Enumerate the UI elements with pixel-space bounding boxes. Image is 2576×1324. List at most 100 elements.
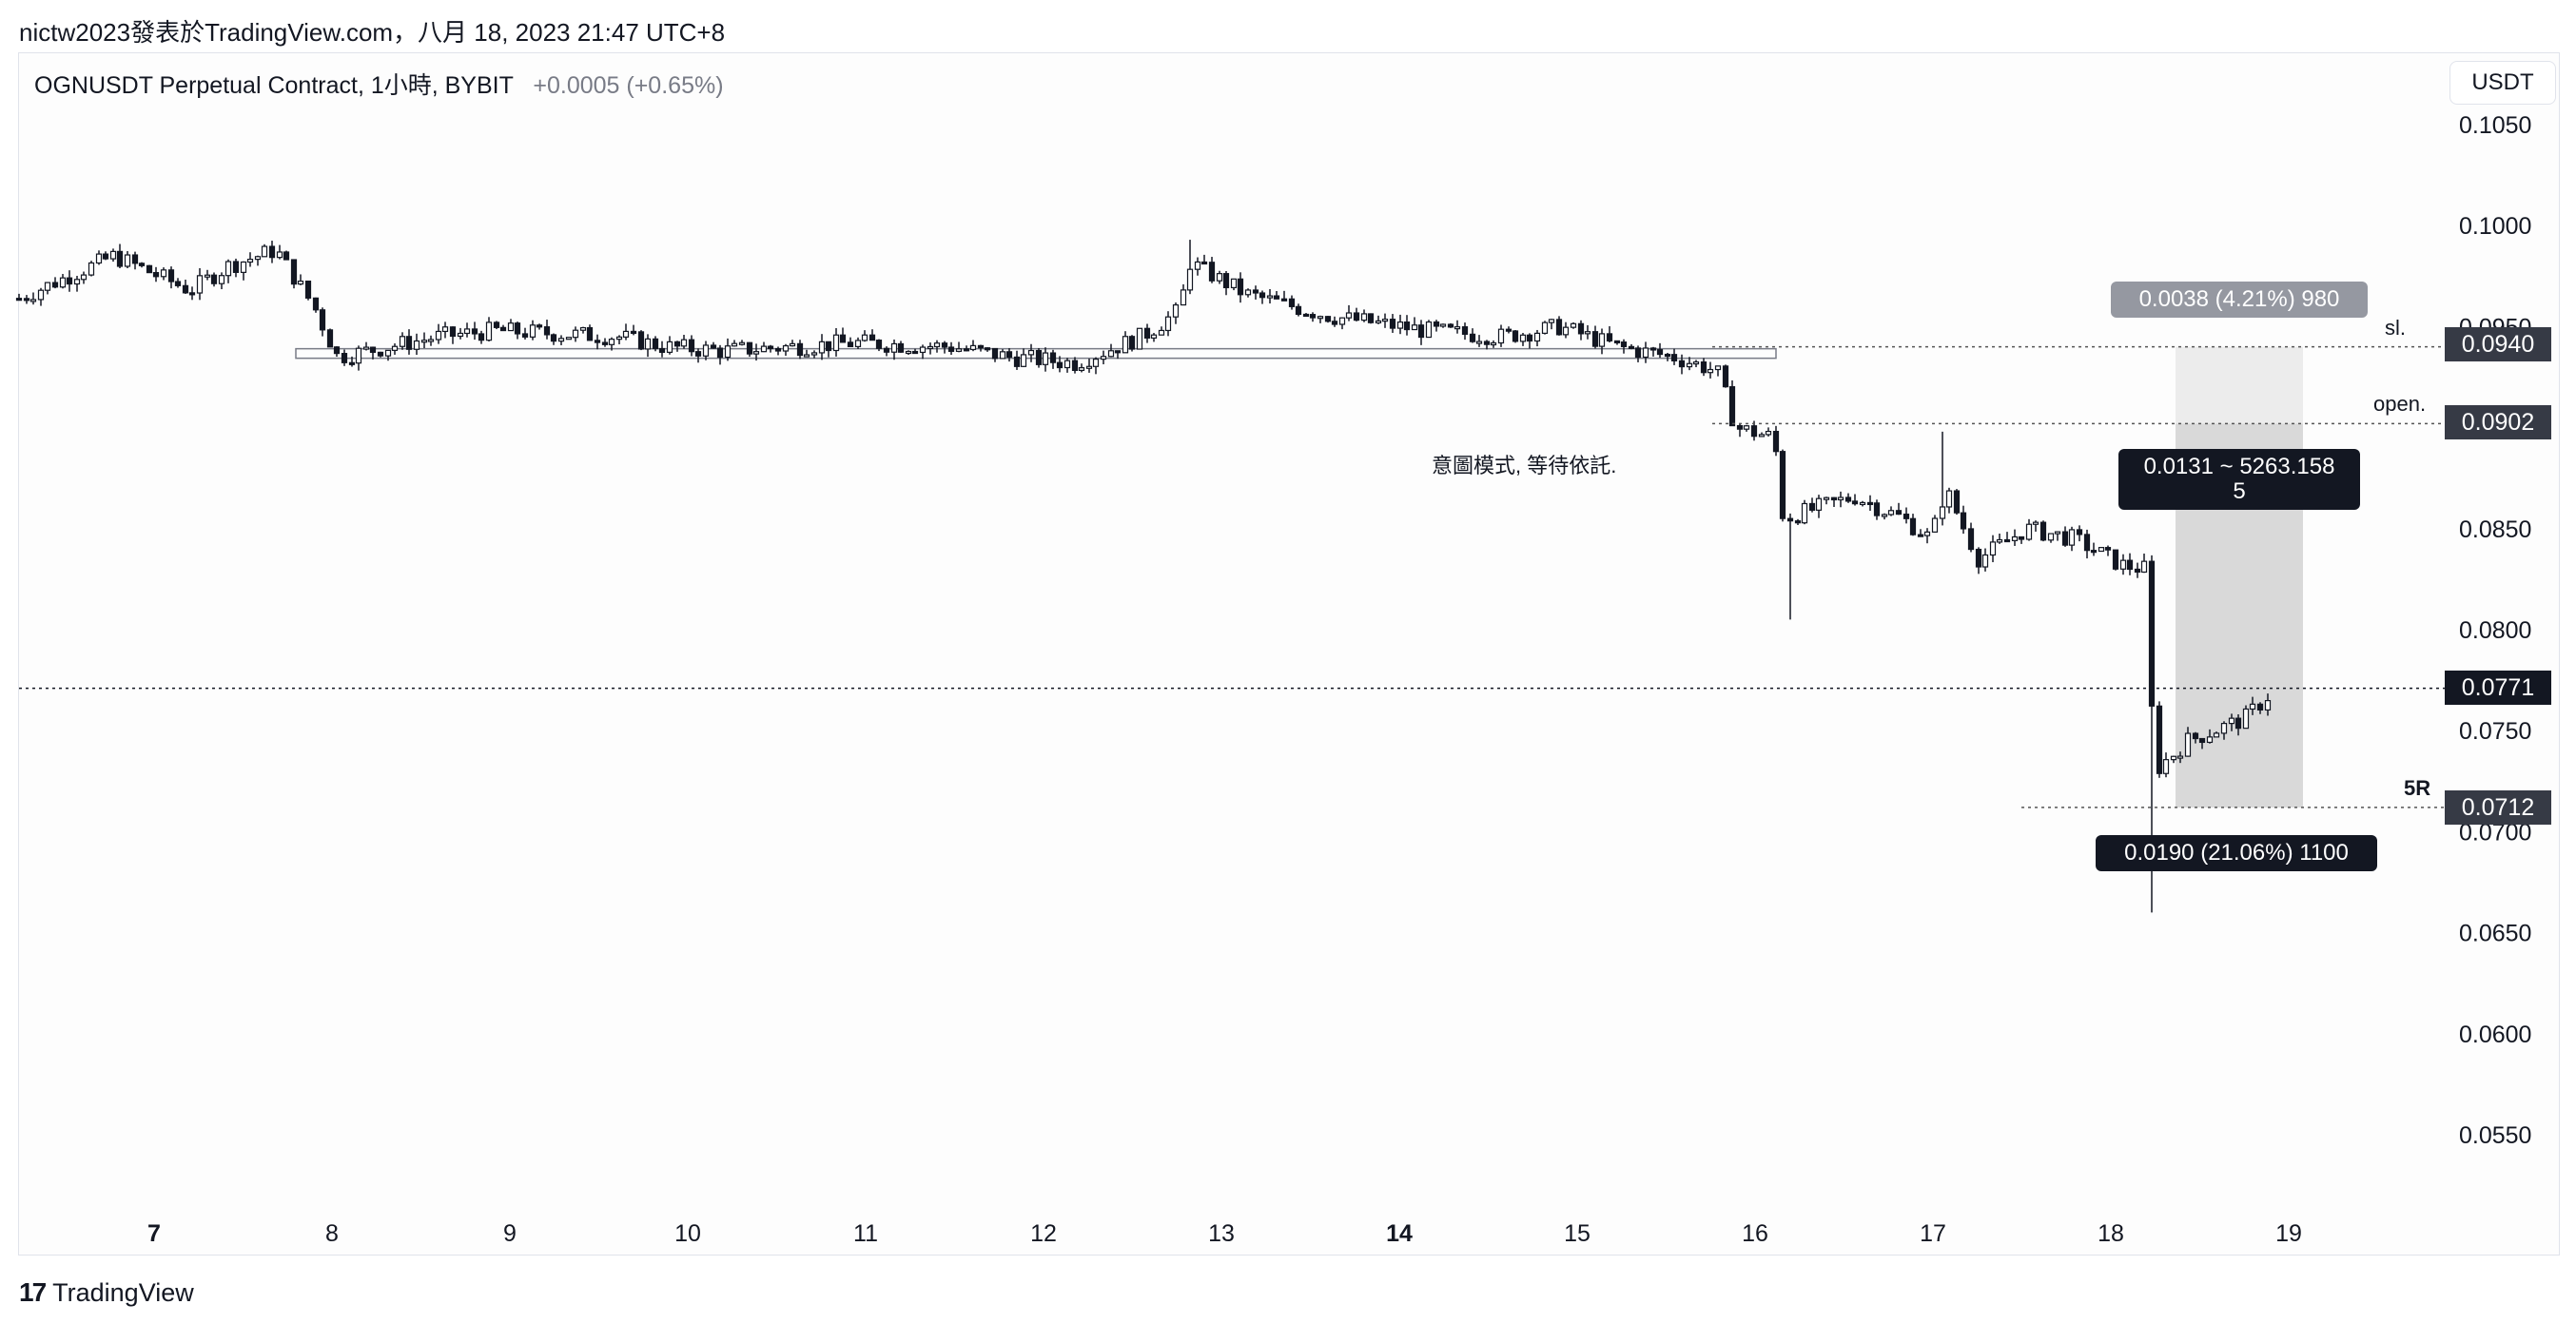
candle-body: [608, 339, 615, 345]
candle-body: [927, 345, 934, 350]
footer-brand-text: TradingView: [52, 1277, 194, 1307]
candle-body: [427, 339, 435, 342]
symbol-legend[interactable]: OGNUSDT Perpetual Contract, 1小時, BYBIT +…: [34, 67, 724, 101]
candle-body: [268, 245, 276, 259]
candle-body: [95, 253, 103, 264]
price-axis-label: 0.0550: [2459, 1122, 2531, 1149]
time-axis-label: 13: [1208, 1220, 1235, 1247]
candle-body: [1700, 360, 1708, 374]
current-price-tag: 0.0771: [2445, 671, 2551, 705]
candle-body: [485, 321, 493, 341]
candle-body: [59, 277, 67, 288]
candle-body: [1186, 268, 1194, 291]
candle-body: [919, 346, 927, 354]
candle-body: [1917, 534, 1924, 537]
candle-body: [23, 298, 30, 302]
symbol-title: OGNUSDT Perpetual Contract, 1小時, BYBIT: [34, 72, 514, 99]
candle-body: [1837, 496, 1844, 501]
candle-body: [1981, 554, 1989, 568]
candle-body: [1078, 367, 1085, 372]
footer-brand[interactable]: 17 TradingView: [19, 1277, 194, 1308]
candle-body: [2198, 737, 2206, 744]
candle-body: [810, 352, 818, 356]
candle-body: [1143, 327, 1151, 339]
candle-body: [1035, 349, 1043, 365]
candle-body: [88, 262, 95, 276]
candle-body: [977, 344, 985, 349]
chart-pane[interactable]: [18, 52, 2560, 1256]
candle-body: [1020, 354, 1027, 367]
candle-body: [283, 251, 290, 261]
candle-body: [2192, 732, 2199, 740]
candle-body: [2039, 521, 2047, 541]
candle-body: [2206, 736, 2214, 744]
candle-body: [2256, 703, 2264, 711]
candle-body: [2228, 717, 2235, 725]
chart-annotation[interactable]: 意圖模式, 等待依託.: [1432, 454, 1617, 477]
candle-body: [1309, 314, 1317, 319]
candle-body: [369, 346, 377, 353]
candle-body: [124, 254, 131, 267]
candle-body: [1200, 261, 1208, 265]
candle-body: [1909, 517, 1917, 535]
ratio-callout-line2: 5: [2233, 478, 2246, 504]
candle-body: [1150, 334, 1158, 339]
candle-body: [1707, 368, 1714, 374]
candle-body: [441, 326, 449, 333]
candle-body: [543, 326, 551, 336]
candle-body: [182, 284, 189, 294]
candle-body: [1722, 365, 1729, 388]
candle-body: [1345, 312, 1353, 319]
candle-body: [1302, 313, 1310, 318]
candle-body: [1049, 352, 1057, 363]
candle-body: [1743, 425, 1750, 430]
candle-body: [2083, 534, 2091, 552]
candle-body: [1273, 295, 1280, 300]
candle-body: [304, 281, 312, 299]
candle-body: [1389, 319, 1396, 329]
candle-body: [1360, 313, 1368, 321]
candle-body: [1266, 295, 1274, 299]
candle-body: [550, 334, 557, 342]
candle-body: [499, 326, 507, 332]
candle-body: [37, 289, 45, 301]
risk-callout[interactable]: 0.0038 (4.21%) 980: [2111, 282, 2368, 318]
candle-body: [536, 324, 543, 328]
candle-body: [716, 347, 724, 359]
candle-body: [1533, 332, 1541, 342]
candle-body: [2140, 560, 2148, 574]
candle-body: [1887, 510, 1895, 516]
candle-body: [1208, 262, 1216, 282]
candle-body: [449, 326, 457, 338]
open-price-tag: 0.0902: [2445, 405, 2551, 439]
candle-body: [1216, 273, 1223, 282]
price-axis-label: 0.0800: [2459, 617, 2531, 644]
sl-line-label: sl.: [2385, 316, 2406, 340]
candle-body: [1288, 298, 1296, 307]
ratio-callout[interactable]: 0.0131 ~ 5263.158 5: [2118, 449, 2360, 510]
candle-body: [188, 292, 196, 296]
candle-body: [493, 321, 500, 328]
price-axis-label: 0.0750: [2459, 718, 2531, 745]
candle-body: [1642, 347, 1649, 359]
candle-body: [774, 347, 782, 352]
candle-body: [507, 322, 515, 332]
candle-body: [1475, 341, 1483, 344]
candle-body: [2025, 523, 2033, 540]
candle-body: [1750, 425, 1758, 438]
candle-body: [1100, 356, 1107, 360]
currency-button[interactable]: USDT: [2449, 61, 2556, 105]
candle-body: [319, 309, 326, 331]
candle-body: [1967, 528, 1975, 551]
candle-body: [80, 274, 88, 281]
price-axis-label: 0.1050: [2459, 112, 2531, 139]
candle-body: [1439, 323, 1447, 327]
candle-body: [2162, 759, 2170, 774]
candle-body: [1714, 365, 1722, 371]
candle-body: [1931, 517, 1939, 533]
candle-body: [2119, 559, 2127, 570]
candle-body: [1136, 327, 1143, 350]
position-zones: [295, 346, 2303, 808]
reward-callout[interactable]: 0.0190 (21.06%) 1100: [2096, 835, 2377, 871]
